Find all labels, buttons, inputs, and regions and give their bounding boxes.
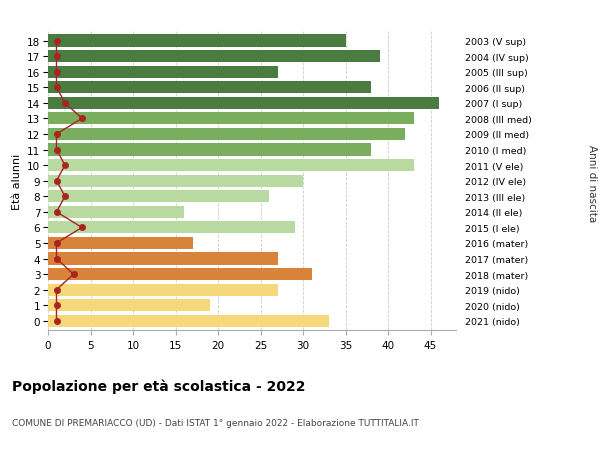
Bar [48, 144, 371, 156]
Bar [48, 51, 380, 63]
Bar [48, 82, 371, 94]
Bar [48, 175, 303, 187]
Bar [48, 113, 413, 125]
Bar [48, 67, 277, 78]
Bar [48, 207, 184, 218]
Text: Anni di nascita: Anni di nascita [587, 145, 597, 222]
Text: COMUNE DI PREMARIACCO (UD) - Dati ISTAT 1° gennaio 2022 - Elaborazione TUTTITALI: COMUNE DI PREMARIACCO (UD) - Dati ISTAT … [12, 418, 419, 427]
Text: Popolazione per età scolastica - 2022: Popolazione per età scolastica - 2022 [12, 379, 305, 393]
Bar [48, 129, 405, 141]
Y-axis label: Età alunni: Età alunni [11, 153, 22, 209]
Bar [48, 315, 329, 327]
Bar [48, 160, 413, 172]
Bar [48, 35, 346, 48]
Bar [48, 253, 277, 265]
Bar [48, 222, 295, 234]
Bar [48, 300, 209, 312]
Bar [48, 284, 277, 296]
Bar [48, 98, 439, 110]
Bar [48, 191, 269, 203]
Bar [48, 237, 193, 250]
Bar [48, 269, 311, 280]
